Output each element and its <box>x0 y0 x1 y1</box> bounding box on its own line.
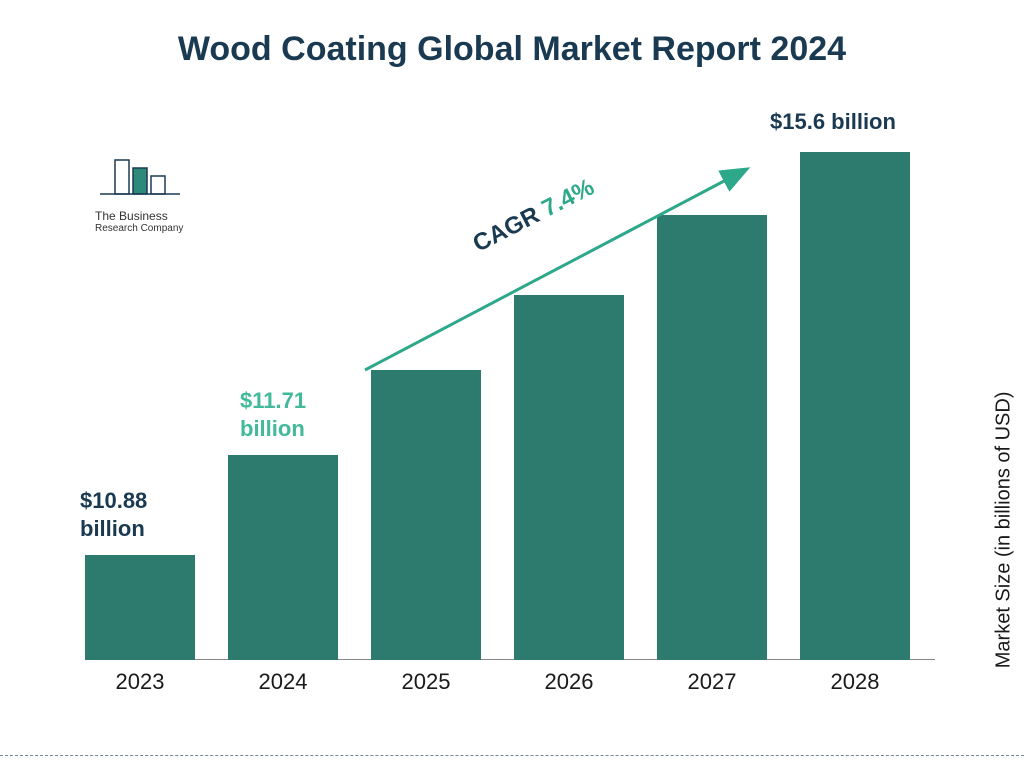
x-tick-label: 2027 <box>657 669 767 695</box>
bar <box>228 455 338 660</box>
cagr-label: CAGR 7.4% <box>469 174 599 259</box>
x-tick-label: 2024 <box>228 669 338 695</box>
value-callout: $10.88billion <box>80 487 147 542</box>
bar <box>514 295 624 660</box>
x-tick-label: 2023 <box>85 669 195 695</box>
bar <box>85 555 195 660</box>
value-callout: $11.71billion <box>240 387 306 442</box>
plot-region: 202320242025202620272028$10.88billion$11… <box>85 140 935 660</box>
x-tick-label: 2026 <box>514 669 624 695</box>
bar <box>657 215 767 660</box>
bar <box>800 152 910 660</box>
x-tick-label: 2028 <box>800 669 910 695</box>
chart-area: 202320242025202620272028$10.88billion$11… <box>85 140 935 700</box>
chart-title: Wood Coating Global Market Report 2024 <box>0 30 1024 69</box>
bar <box>371 370 481 660</box>
y-axis-label: Market Size (in billions of USD) <box>993 392 1016 669</box>
value-callout: $15.6 billion <box>770 108 896 136</box>
footer-divider <box>0 755 1024 756</box>
x-tick-label: 2025 <box>371 669 481 695</box>
